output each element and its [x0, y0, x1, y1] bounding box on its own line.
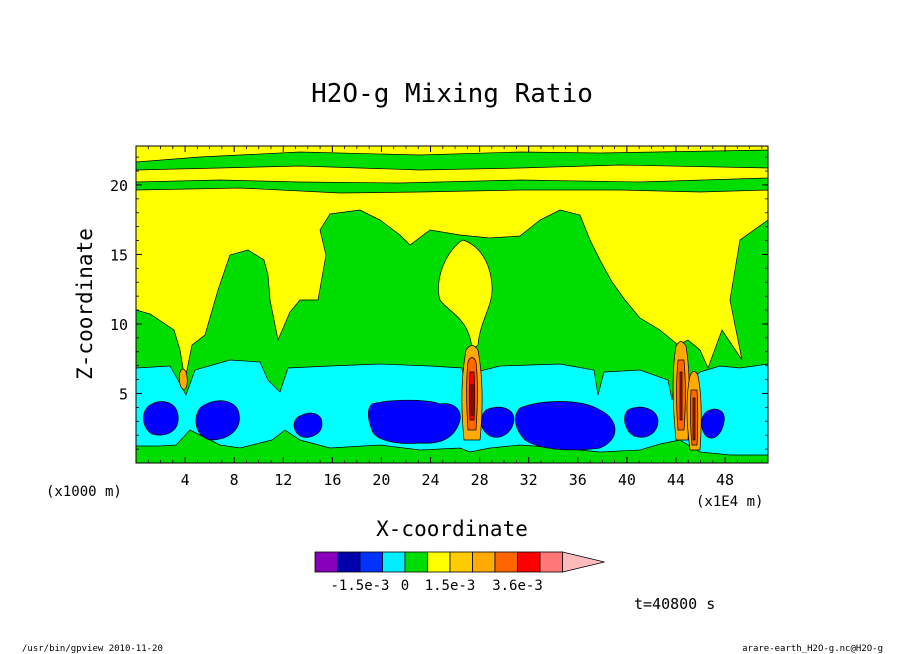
colorbar-swatch — [472, 551, 496, 573]
colorbar-swatch — [449, 551, 473, 573]
x-tick-label: 16 — [323, 471, 341, 489]
colorbar-swatch — [494, 551, 518, 573]
y-axis-title: Z-coordinate — [73, 228, 97, 380]
colorbar-label: 0 — [401, 578, 409, 594]
blue-pool-2 — [195, 400, 240, 441]
y-tick-label: 15 — [110, 246, 128, 264]
x-tick-label: 20 — [372, 471, 390, 489]
colorbar-label: -1.5e-3 — [330, 578, 389, 594]
time-label: t=40800 s — [634, 595, 715, 613]
x-tick-label: 32 — [520, 471, 538, 489]
blue-pool-7 — [624, 406, 659, 438]
yellow-band-top — [136, 146, 768, 163]
colorbar-swatch — [517, 551, 541, 573]
x-tick-label: 8 — [230, 471, 239, 489]
convective-plume-44 — [672, 341, 690, 441]
x-tick-label: 48 — [716, 471, 734, 489]
colorbar-swatch — [427, 551, 451, 573]
colorbar-swatch — [359, 551, 383, 573]
x-tick-label: 24 — [421, 471, 439, 489]
x-tick-label: 28 — [471, 471, 489, 489]
colorbar-swatch — [539, 551, 563, 573]
x-axis-title: X-coordinate — [376, 517, 528, 541]
yellow-band-upper — [136, 164, 768, 184]
x-tick-label: 40 — [618, 471, 636, 489]
orange-blob-4 — [178, 368, 188, 391]
colorbar — [314, 551, 605, 573]
colorbar-labels: -1.5e-3 0 1.5e-3 3.6e-3 — [330, 578, 542, 594]
yellow-band-middle — [136, 187, 768, 381]
convective-plume-46 — [686, 371, 702, 451]
x-axis-ticks: 4 8 12 16 20 24 28 32 36 40 44 48 — [147, 146, 763, 489]
blue-pool-3 — [293, 412, 323, 438]
y-tick-label: 20 — [110, 177, 128, 195]
colorbar-swatch — [382, 551, 406, 573]
convective-plume-27 — [461, 345, 483, 441]
chart-title: H2O-g Mixing Ratio — [311, 79, 593, 109]
colorbar-swatch — [314, 551, 338, 573]
blue-pool-4 — [367, 399, 461, 444]
x-tick-label: 4 — [181, 471, 190, 489]
contour-plot-area — [135, 145, 769, 464]
x-tick-label: 44 — [667, 471, 685, 489]
blue-pool-1 — [143, 401, 179, 436]
y-tick-label: 10 — [110, 316, 128, 334]
x-unit-right: (x1E4 m) — [696, 494, 763, 510]
y-axis-ticks: 5 10 15 20 — [110, 156, 768, 450]
x-unit-left: (x1000 m) — [46, 484, 122, 500]
x-tick-label: 36 — [569, 471, 587, 489]
y-tick-label: 5 — [119, 385, 128, 403]
colorbar-arrow — [562, 551, 605, 573]
colorbar-label: 3.6e-3 — [492, 578, 543, 594]
colorbar-swatch — [337, 551, 361, 573]
x-tick-label: 12 — [274, 471, 292, 489]
plot-frame — [135, 145, 769, 464]
footer-left: /usr/bin/gpview 2010-11-20 — [22, 644, 163, 654]
colorbar-label: 1.5e-3 — [425, 578, 476, 594]
blue-pool-6 — [515, 401, 616, 451]
footer-right: arare-earth_H2O-g.nc@H2O-g — [742, 644, 883, 654]
colorbar-swatch — [404, 551, 428, 573]
